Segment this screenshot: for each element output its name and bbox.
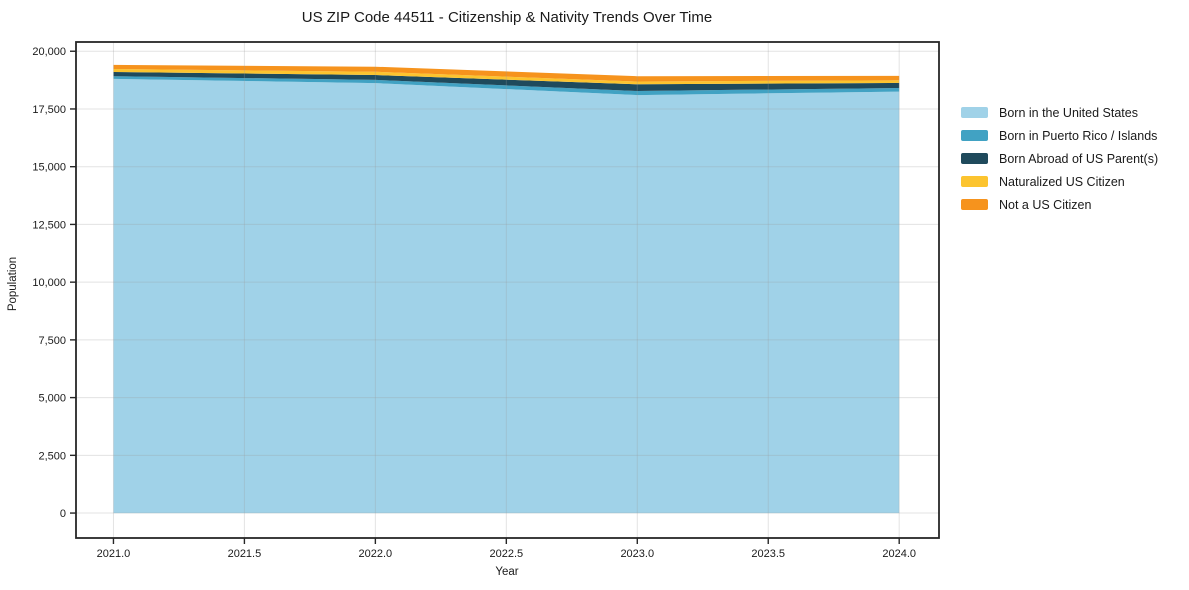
axis-ticks	[70, 50, 900, 544]
legend: Born in the United States Born in Puerto …	[961, 101, 1158, 216]
gridlines	[76, 42, 939, 538]
y-tick-label: 15,000	[32, 162, 66, 174]
legend-item: Not a US Citizen	[961, 193, 1158, 216]
legend-item: Born in the United States	[961, 101, 1158, 124]
y-tick-label: 20,000	[32, 46, 66, 58]
y-tick-label: 10,000	[32, 277, 66, 289]
area-naturalized-us-citizen	[113, 69, 900, 85]
legend-swatch	[961, 199, 988, 210]
chart-title: US ZIP Code 44511 - Citizenship & Nativi…	[302, 9, 712, 26]
x-axis-title: Year	[495, 566, 518, 578]
y-tick-label: 17,500	[32, 104, 66, 116]
area-series-group	[113, 64, 900, 514]
area-born-abroad-of-us-parent-s	[113, 72, 900, 91]
legend-label: Naturalized US Citizen	[999, 174, 1125, 189]
y-tick-label: 12,500	[32, 219, 66, 231]
y-tick-label: 7,500	[38, 335, 66, 347]
area-born-in-the-united-states	[113, 78, 900, 514]
x-tick-label: 2022.0	[359, 548, 393, 560]
area-born-in-puerto-rico-islands	[113, 76, 900, 96]
legend-label: Born in the United States	[999, 105, 1138, 120]
x-tick-label: 2024.0	[882, 548, 916, 560]
x-tick-label: 2023.0	[620, 548, 654, 560]
legend-item: Born Abroad of US Parent(s)	[961, 147, 1158, 170]
y-tick-label: 0	[60, 508, 66, 520]
x-tick-label: 2021.0	[97, 548, 131, 560]
legend-label: Born in Puerto Rico / Islands	[999, 128, 1158, 143]
axis-tick-labels: 2021.0 2021.5 2022.0 2022.5 2023.0 2023.5 2024…	[32, 46, 916, 560]
area-not-a-us-citizen	[113, 64, 900, 82]
legend-label: Born Abroad of US Parent(s)	[999, 151, 1159, 166]
x-tick-label: 2022.5	[489, 548, 523, 560]
legend-label: Not a US Citizen	[999, 197, 1092, 212]
legend-item: Born in Puerto Rico / Islands	[961, 124, 1158, 147]
y-axis-title: Population	[7, 257, 19, 311]
legend-swatch	[961, 153, 988, 164]
legend-swatch	[961, 176, 988, 187]
legend-swatch	[961, 130, 988, 141]
legend-swatch	[961, 107, 988, 118]
y-tick-label: 5,000	[38, 393, 66, 405]
y-tick-label: 2,500	[38, 450, 66, 462]
x-tick-label: 2023.5	[751, 548, 785, 560]
x-tick-label: 2021.5	[228, 548, 262, 560]
plot-frame	[75, 41, 940, 539]
legend-item: Naturalized US Citizen	[961, 170, 1158, 193]
